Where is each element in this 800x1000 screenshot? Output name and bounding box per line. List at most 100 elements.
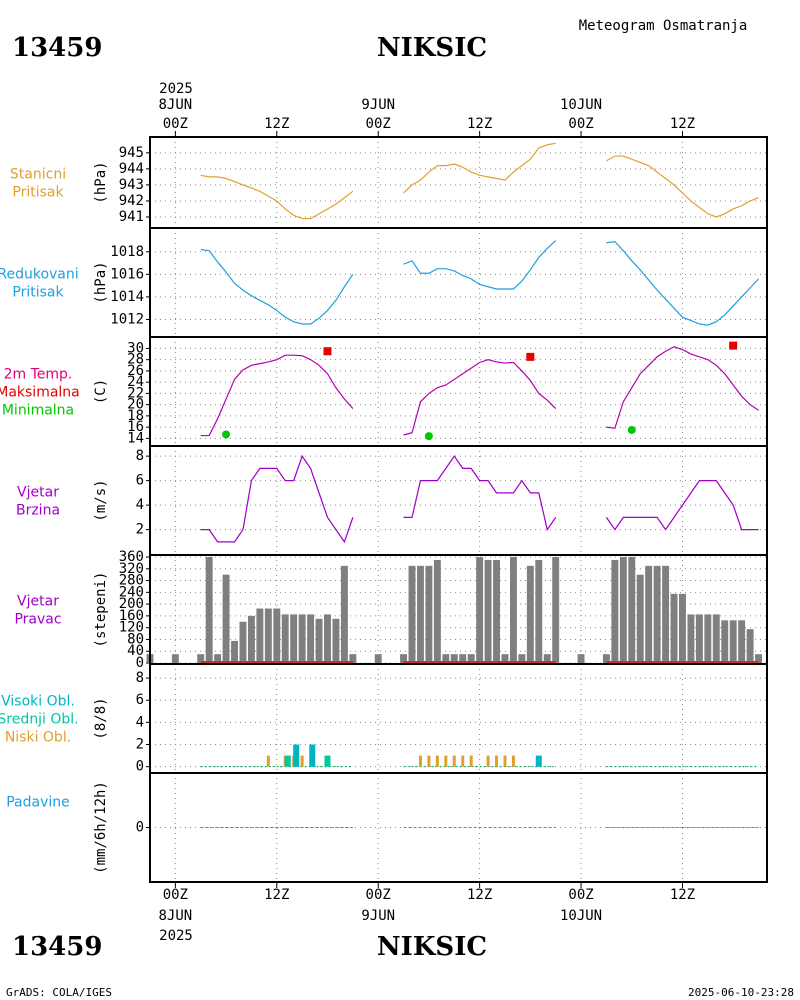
tmin-point [627,425,636,434]
y-tick-label: 0 [136,759,144,775]
y-tick-label: 2 [136,737,144,753]
unit-label: (hPa) [93,161,109,203]
cloud-bar [284,755,291,767]
direction-bar [679,593,686,663]
unit-label: (stepeni) [93,572,109,648]
cloud-bar [452,755,456,767]
direction-bar [273,608,281,663]
y-tick-label: 6 [136,692,144,708]
y-tick-label: 0 [136,820,144,836]
series-line [200,454,354,544]
direction-bar [264,608,272,663]
direction-bar [400,654,408,663]
footer-station-id: 13459 [12,932,102,962]
direction-bar [526,565,534,663]
y-tick-label: 941 [119,209,144,225]
time-tick-top: 12Z [670,116,695,132]
y-tick-label: 280 [119,573,144,589]
y-tick-label: 26 [127,363,144,379]
direction-bar [662,565,670,663]
series-label: Maksimalna [0,385,80,401]
series-label: Pritisak [12,185,64,201]
y-tick-label: 40 [127,643,144,659]
series-line [403,455,557,532]
product-title: Meteogram Osmatranja [579,18,748,34]
station-name: NIKSIC [377,33,487,63]
series-line [606,346,759,429]
cloud-bar [444,755,448,767]
direction-bar [602,654,610,663]
y-tick-label: 28 [127,352,144,368]
time-tick-top: 00Z [366,116,391,132]
y-tick-label: 1014 [110,289,144,305]
y-tick-label: 1018 [110,244,144,260]
cloud-bar [511,755,515,767]
direction-bar [738,620,746,663]
y-tick-label: 1012 [110,311,144,327]
direction-bar [197,654,205,663]
y-tick-label: 22 [127,385,144,401]
unit-label: (m/s) [93,479,109,521]
direction-bar [324,614,331,663]
series-label: Pravac [14,612,61,628]
day-label-top: 8JUN [158,97,192,113]
direction-bar [290,614,298,663]
series-line [200,354,354,437]
y-tick-label: 4 [136,714,144,730]
direction-bar [729,620,737,663]
direction-bar [307,614,315,663]
direction-bar [239,621,247,663]
day-label-bottom: 10JUN [560,908,602,924]
footer-station-name: NIKSIC [377,932,487,962]
cloud-bar [495,755,499,767]
y-tick-label: 80 [127,631,144,647]
direction-bar [543,654,551,663]
tmin-point [222,430,231,439]
direction-bar [636,574,644,663]
time-tick-top: 12Z [467,116,492,132]
direction-bar [425,565,433,663]
series-label: 2m Temp. [4,367,73,383]
direction-bar [450,654,458,663]
series-line [403,142,556,194]
direction-bar [501,654,509,663]
direction-bar [231,640,238,663]
panel-frame [149,772,768,883]
time-tick-top: 00Z [163,116,188,132]
y-tick-label: 942 [119,193,144,209]
direction-bar [535,559,543,663]
direction-bar [256,608,264,663]
direction-bar [340,565,348,663]
direction-bar [670,593,678,663]
direction-bar [281,614,289,663]
cloud-bar [418,755,422,767]
time-tick-bottom: 00Z [163,887,188,903]
tmax-point [526,352,535,361]
series-label: Srednji Obl. [0,712,79,728]
day-label-bottom: 8JUN [158,908,192,924]
cloud-bar [309,744,316,767]
direction-bar [577,654,585,663]
series-label: Padavine [6,795,70,811]
y-tick-label: 160 [119,608,144,624]
unit-label: (8/8) [93,697,109,739]
y-tick-label: 1016 [110,266,144,282]
direction-bar [433,559,441,663]
cloud-bar [266,755,270,767]
y-tick-label: 6 [136,473,144,489]
cloud-bar [324,755,331,767]
series-line [200,174,354,220]
time-tick-top: 00Z [568,116,593,132]
series-label: Visoki Obl. [1,694,75,710]
direction-bar [459,654,467,663]
series-line [606,241,759,326]
direction-bar [721,620,729,663]
direction-bar [214,654,222,663]
direction-bar [518,654,526,663]
direction-bar [315,618,323,663]
y-tick-label: 2 [136,522,144,538]
y-tick-label: 18 [127,408,144,424]
series-label: Pritisak [12,285,64,301]
